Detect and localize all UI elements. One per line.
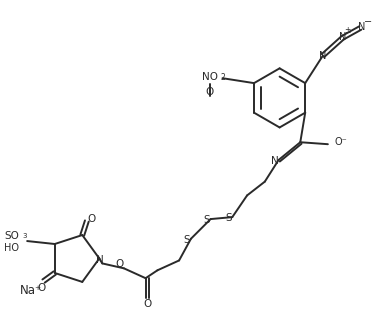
Text: S: S [184, 235, 190, 245]
Text: N: N [358, 22, 365, 32]
Text: SO: SO [4, 231, 19, 241]
Text: O⁻: O⁻ [335, 137, 348, 147]
Text: O: O [116, 259, 124, 269]
Text: ±: ± [344, 26, 351, 35]
Text: O: O [143, 299, 151, 309]
Text: 3: 3 [22, 233, 27, 239]
Text: Na⁺: Na⁺ [20, 284, 43, 297]
Text: N: N [339, 32, 347, 42]
Text: O: O [88, 214, 96, 224]
Text: HO: HO [4, 243, 19, 253]
Text: S: S [225, 213, 232, 223]
Text: N: N [271, 156, 279, 166]
Text: −: − [364, 17, 372, 27]
Text: NO: NO [202, 72, 218, 82]
Text: O: O [206, 87, 214, 97]
Text: O: O [38, 283, 46, 293]
Text: N: N [96, 255, 104, 266]
Text: 2: 2 [220, 73, 225, 82]
Text: S: S [203, 215, 210, 225]
Text: N: N [319, 50, 327, 60]
